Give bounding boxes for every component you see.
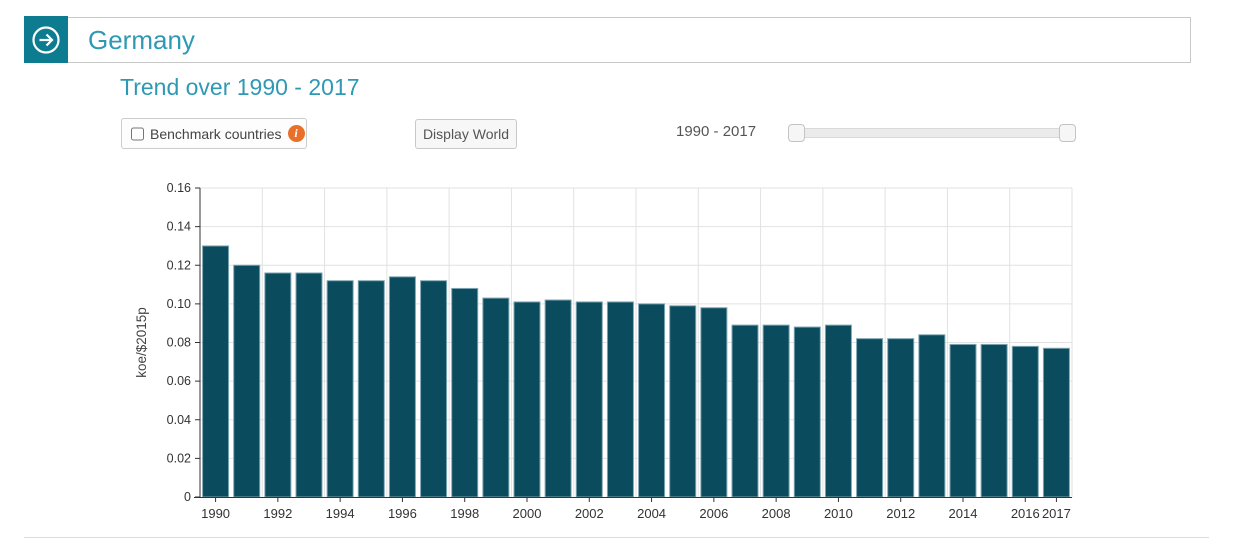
bar-2000[interactable]: [513, 301, 541, 498]
y-axis-label: 0.16: [167, 181, 191, 195]
trend-bar-chart: 0 0.02 0.04 0.06 0.08 0.10 0.12 0.14 0.16 1990 199…: [130, 178, 1090, 538]
bar-2011[interactable]: [856, 338, 884, 498]
x-axis-label: 1990: [201, 506, 230, 521]
chart-svg: 0 0.02 0.04 0.06 0.08 0.10 0.12 0.14 0.16 1990 199…: [134, 181, 1073, 521]
bar-2016[interactable]: [1011, 345, 1039, 498]
country-header: [24, 17, 1191, 63]
bar-1990[interactable]: [202, 245, 230, 498]
x-axis-label: 2002: [575, 506, 604, 521]
year-range-label: 1990 - 2017: [676, 123, 757, 140]
collapse-toggle-button[interactable]: [24, 16, 68, 63]
bar-1996[interactable]: [388, 276, 416, 498]
bar-2015[interactable]: [980, 343, 1008, 498]
y-axis-title: koe/$2015p: [134, 307, 149, 378]
benchmark-countries-toggle[interactable]: Benchmark countries i: [121, 118, 307, 149]
bar-2008[interactable]: [762, 324, 790, 498]
bar-1998[interactable]: [451, 287, 479, 498]
x-axis-label: 1994: [326, 506, 355, 521]
bar-2012[interactable]: [887, 338, 915, 498]
display-world-button[interactable]: Display World: [415, 119, 517, 149]
year-range-slider[interactable]: [788, 123, 1076, 143]
bar-2013[interactable]: [918, 334, 946, 498]
x-axis-label: 2017: [1042, 506, 1071, 521]
y-axis-label: 0.12: [167, 258, 191, 272]
x-axis-label: 2012: [886, 506, 915, 521]
bar-2007[interactable]: [731, 324, 759, 498]
bar-1997[interactable]: [420, 280, 448, 498]
x-axis-label: 2008: [762, 506, 791, 521]
bar-1999[interactable]: [482, 297, 510, 498]
bar-2006[interactable]: [700, 307, 728, 498]
y-axis-label: 0.08: [167, 336, 191, 350]
bar-1992[interactable]: [264, 272, 292, 498]
bar-2004[interactable]: [638, 303, 666, 498]
benchmark-countries-label: Benchmark countries: [150, 125, 282, 142]
bar-2001[interactable]: [544, 299, 572, 498]
bar-2014[interactable]: [949, 343, 977, 498]
bottom-divider: [24, 537, 1209, 538]
x-axis-label: 2010: [824, 506, 853, 521]
bar-2009[interactable]: [793, 326, 821, 498]
x-axis-label: 2014: [949, 506, 978, 521]
benchmark-countries-checkbox[interactable]: [131, 126, 144, 141]
bar-1991[interactable]: [233, 264, 261, 498]
bar-1994[interactable]: [326, 280, 354, 498]
x-axis-label: 2004: [637, 506, 666, 521]
y-axis-label: 0.06: [167, 374, 191, 388]
x-axis-label: 2006: [699, 506, 728, 521]
y-axis-label: 0.02: [167, 451, 191, 465]
y-axis-label: 0.14: [167, 220, 191, 234]
bar-1993[interactable]: [295, 272, 323, 498]
y-axis-label: 0.04: [167, 413, 191, 427]
bar-1995[interactable]: [357, 280, 385, 498]
x-axis-label: 1992: [263, 506, 292, 521]
x-axis-label: 2016: [1011, 506, 1040, 521]
y-axis-label: 0.10: [167, 297, 191, 311]
section-title: Trend over 1990 - 2017: [120, 74, 360, 100]
info-icon[interactable]: i: [287, 125, 305, 142]
arrow-right-circle-icon: [32, 25, 60, 54]
bar-2003[interactable]: [606, 301, 634, 498]
x-axis-label: 1998: [450, 506, 479, 521]
slider-track[interactable]: [796, 128, 1068, 138]
x-axis-label: 1996: [388, 506, 417, 521]
bar-2017[interactable]: [1042, 347, 1070, 498]
bar-2005[interactable]: [669, 305, 697, 498]
slider-handle-end[interactable]: [1059, 124, 1076, 142]
bar-2010[interactable]: [824, 324, 852, 498]
bar-2002[interactable]: [575, 301, 603, 498]
country-name: Germany: [88, 25, 195, 55]
x-axis-label: 2000: [513, 506, 542, 521]
slider-handle-start[interactable]: [788, 124, 805, 142]
y-axis-label: 0: [184, 490, 191, 504]
